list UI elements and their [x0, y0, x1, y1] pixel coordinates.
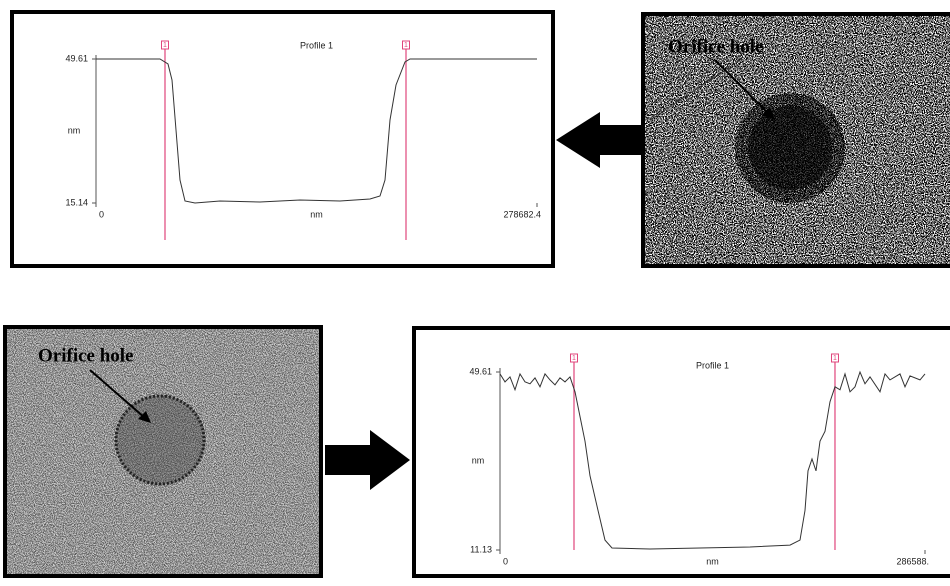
annotation: Orifice hole	[668, 36, 764, 57]
profile-line	[96, 58, 537, 204]
x-axis-label: nm	[310, 209, 323, 219]
block-arrow	[325, 430, 410, 490]
y-tick-label: 11.13	[470, 544, 492, 554]
annotation-arrowhead	[762, 107, 775, 120]
image-frame	[641, 12, 950, 268]
chart-frame	[412, 326, 950, 578]
annotation-arrow	[89, 369, 146, 419]
cursor-label: 1	[163, 42, 167, 49]
chart-frame	[10, 10, 555, 268]
y-tick-label: 49.61	[469, 366, 492, 376]
x-tick-label: 0	[99, 209, 104, 219]
plots: Profile 1 nm nm 15.14 49.61 0 278682.4 1 1 Profil…	[65, 40, 929, 566]
annotation-arrow	[714, 59, 771, 116]
micrograph	[643, 14, 950, 266]
chart-title: Profile 1	[300, 40, 333, 50]
cursor-handle	[402, 40, 411, 50]
cursor-handle	[830, 353, 839, 363]
y-axis-label: nm	[472, 455, 485, 465]
y-tick-label: 15.14	[65, 197, 88, 207]
x-axis-label: nm	[706, 556, 719, 566]
cursor-label: 1	[572, 355, 576, 362]
cursor-handle	[569, 353, 578, 363]
image-frame	[3, 325, 323, 578]
profile-line	[499, 370, 926, 550]
y-axis-label: nm	[68, 125, 81, 135]
x-tick-label: 278682.4	[503, 209, 541, 219]
cursor-label: 1	[404, 42, 408, 49]
cursor-handle	[160, 40, 169, 50]
cursor-label: 1	[833, 355, 837, 362]
x-tick-label: 286588.	[896, 556, 929, 566]
annotation-arrowhead	[138, 411, 151, 423]
micrograph	[5, 327, 321, 576]
annotation: Orifice hole	[38, 345, 134, 366]
block-arrow	[556, 112, 641, 168]
chart-title: Profile 1	[696, 360, 729, 370]
x-tick-label: 0	[503, 556, 508, 566]
y-tick-label: 49.61	[65, 53, 88, 63]
